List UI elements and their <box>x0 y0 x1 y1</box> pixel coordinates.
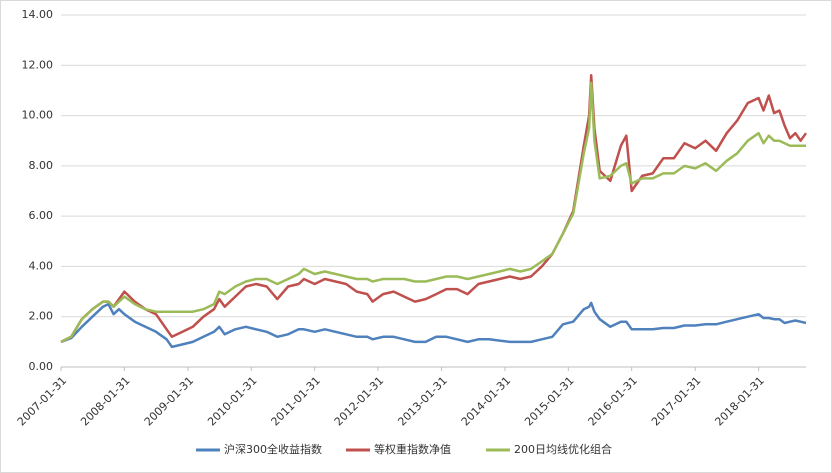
y-tick-label: 2.00 <box>29 310 54 323</box>
y-tick-label: 0.00 <box>29 360 54 373</box>
y-tick-label: 4.00 <box>29 259 54 272</box>
y-tick-label: 14.00 <box>22 8 54 21</box>
y-tick-label: 8.00 <box>29 159 54 172</box>
legend-label: 200日均线优化组合 <box>514 442 612 456</box>
line-series <box>60 301 807 349</box>
line-series <box>60 74 808 344</box>
y-tick-label: 6.00 <box>29 209 54 222</box>
line-series <box>60 81 806 344</box>
legend-label: 沪深300全收益指数 <box>224 442 322 456</box>
y-tick-label: 10.00 <box>22 109 54 122</box>
legend-label: 等权重指数净值 <box>374 442 451 456</box>
y-tick-label: 12.00 <box>22 58 54 71</box>
